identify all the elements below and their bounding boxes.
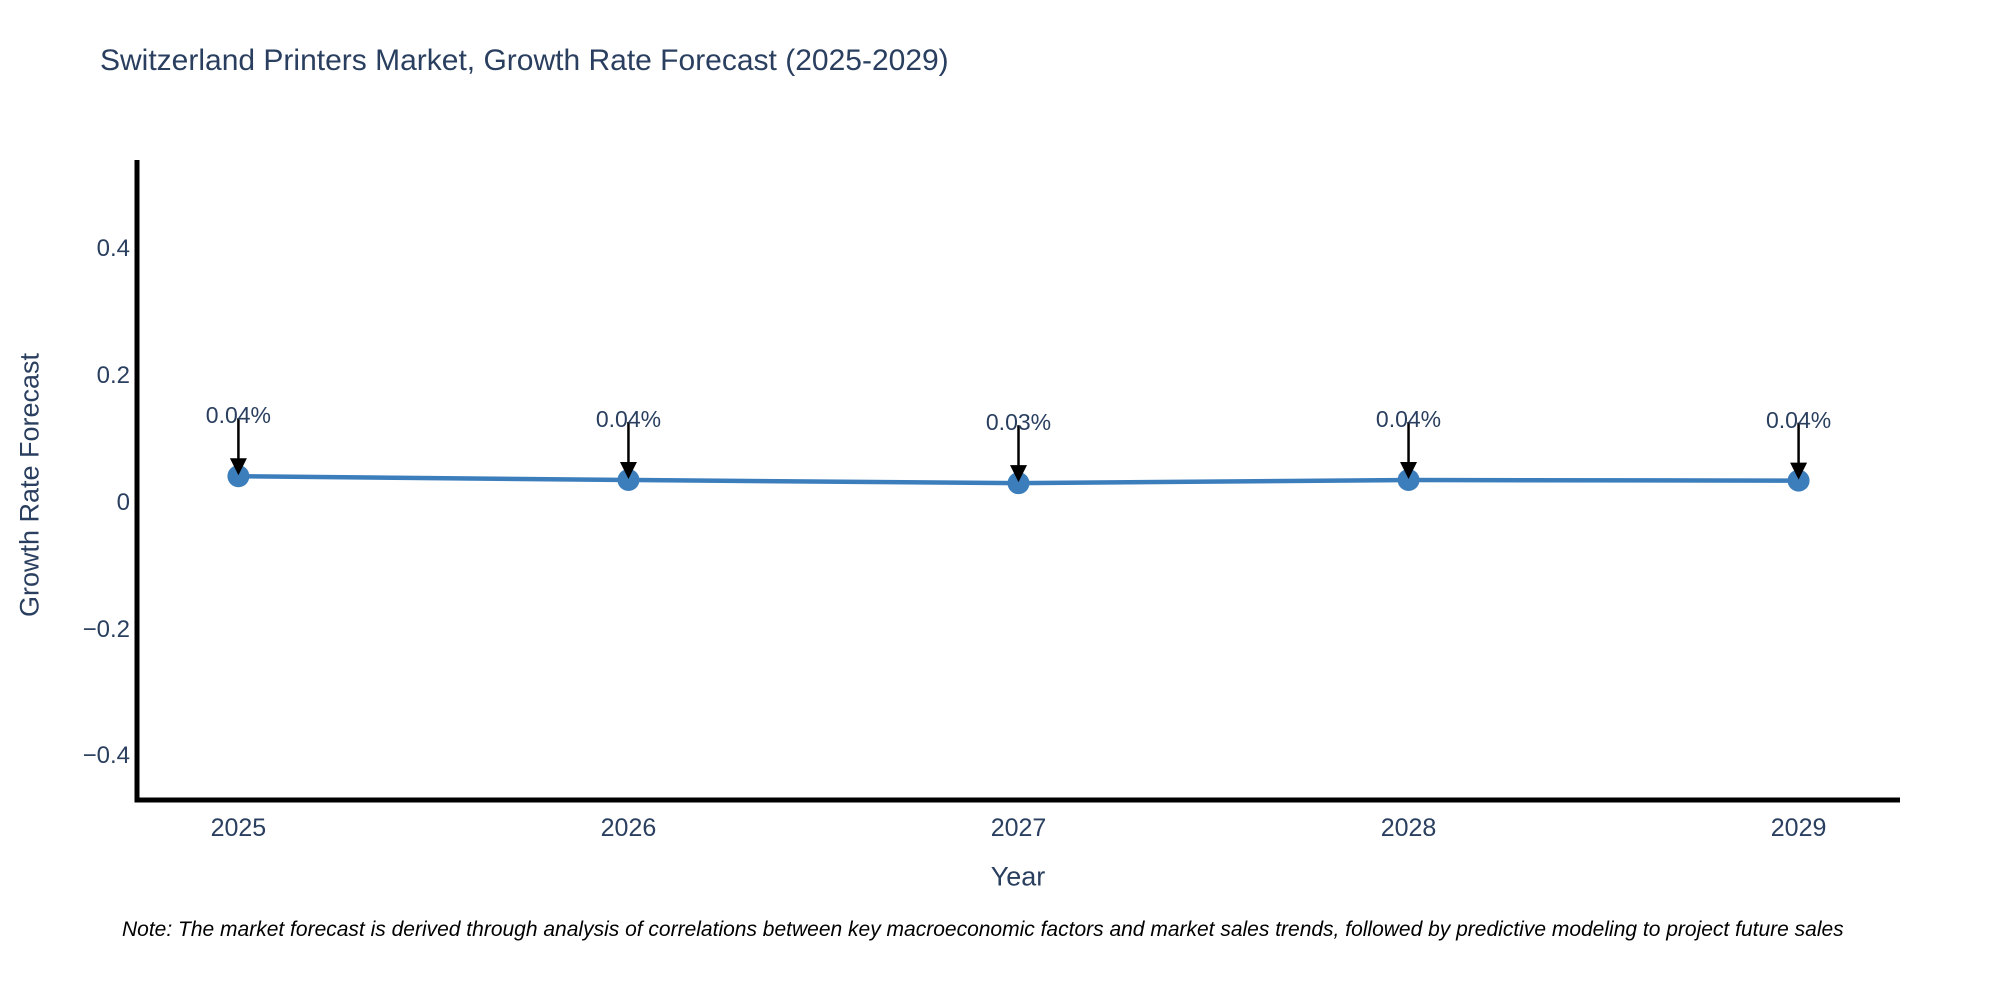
data-point-marker[interactable] [227, 465, 250, 488]
annotation-arrowhead-icon [1790, 462, 1808, 480]
data-point-marker[interactable] [617, 469, 640, 491]
y-tick-label: 0.4 [96, 235, 130, 263]
y-tick-label: 0.2 [96, 362, 130, 390]
x-tick-label: 2025 [210, 814, 267, 842]
chart-title: Switzerland Printers Market, Growth Rate… [100, 44, 949, 77]
annotation-arrowhead-icon [229, 458, 247, 476]
x-tick-label: 2029 [1770, 814, 1827, 842]
point-annotation: 0.04% [205, 402, 272, 429]
annotation-arrowhead-icon [619, 462, 637, 479]
data-point-marker[interactable] [1397, 469, 1420, 491]
axis-spines [134, 160, 1900, 803]
x-tick-label: 2027 [990, 814, 1047, 842]
x-axis-title: Year [990, 861, 1046, 892]
x-tick-label: 2028 [1380, 814, 1437, 842]
point-annotation: 0.04% [595, 406, 662, 432]
chart-footnote: Note: The market forecast is derived thr… [122, 918, 1844, 941]
annotation-arrowhead-icon [1400, 462, 1418, 479]
y-tick-label: −0.4 [82, 742, 130, 770]
point-annotation: 0.04% [1375, 406, 1442, 432]
data-point-marker[interactable] [1007, 472, 1030, 495]
data-point-marker[interactable] [1787, 469, 1810, 492]
y-tick-label: 0 [116, 488, 130, 516]
y-tick-label: −0.2 [82, 615, 130, 643]
point-annotation: 0.04% [1765, 406, 1832, 433]
annotation-arrowhead-icon [1010, 465, 1027, 483]
point-annotation: 0.03% [985, 409, 1052, 436]
x-tick-label: 2026 [600, 814, 657, 842]
